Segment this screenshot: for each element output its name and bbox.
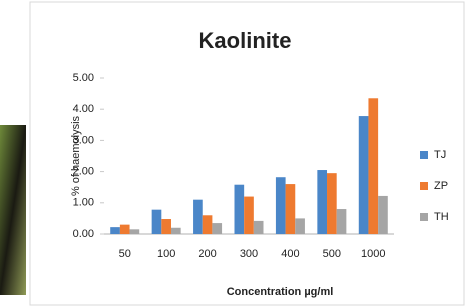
bar: [171, 228, 181, 234]
y-tick-label: 2.00: [73, 166, 94, 178]
legend-label: TJ: [434, 149, 446, 161]
legend-swatch: [420, 151, 428, 159]
bar: [130, 229, 140, 234]
x-tick-label: 50: [119, 248, 131, 260]
bar: [286, 184, 296, 234]
y-tick-label: 3.00: [73, 134, 94, 146]
y-tick-label: 1.00: [73, 197, 94, 209]
screenshot: Kaolinite % of haemolysis Concentration …: [0, 0, 467, 308]
legend-label: ZP: [434, 180, 448, 192]
y-axis-label: % of haemolysis: [70, 115, 82, 196]
chart-title: Kaolinite: [199, 28, 292, 53]
bar: [161, 219, 171, 234]
x-tick-label: 300: [240, 248, 258, 260]
bar: [193, 200, 203, 234]
bar: [295, 218, 305, 234]
y-tick-label: 0.00: [73, 228, 94, 240]
bar: [378, 196, 388, 234]
bar: [152, 210, 162, 234]
y-tick-label: 4.00: [73, 103, 94, 115]
x-axis-label: Concentration µg/ml: [227, 286, 334, 298]
bar: [359, 116, 369, 234]
bar: [235, 185, 245, 234]
bar: [276, 177, 286, 234]
bar: [327, 173, 337, 234]
x-tick-label: 400: [281, 248, 299, 260]
x-tick-label: 200: [198, 248, 216, 260]
bar: [254, 221, 264, 234]
bar: [203, 215, 213, 234]
legend-swatch: [420, 182, 428, 190]
bar: [244, 197, 254, 234]
side-photo: [0, 125, 26, 295]
legend-label: TH: [434, 211, 449, 223]
bar: [337, 209, 347, 234]
bar: [110, 227, 120, 234]
y-tick-label: 5.00: [73, 72, 94, 84]
x-tick-label: 100: [157, 248, 175, 260]
bar: [368, 98, 378, 234]
x-tick-label: 1000: [361, 248, 385, 260]
bar: [317, 170, 327, 234]
bar: [212, 223, 222, 234]
legend-swatch: [420, 213, 428, 221]
bar: [120, 225, 130, 234]
x-tick-label: 500: [323, 248, 341, 260]
